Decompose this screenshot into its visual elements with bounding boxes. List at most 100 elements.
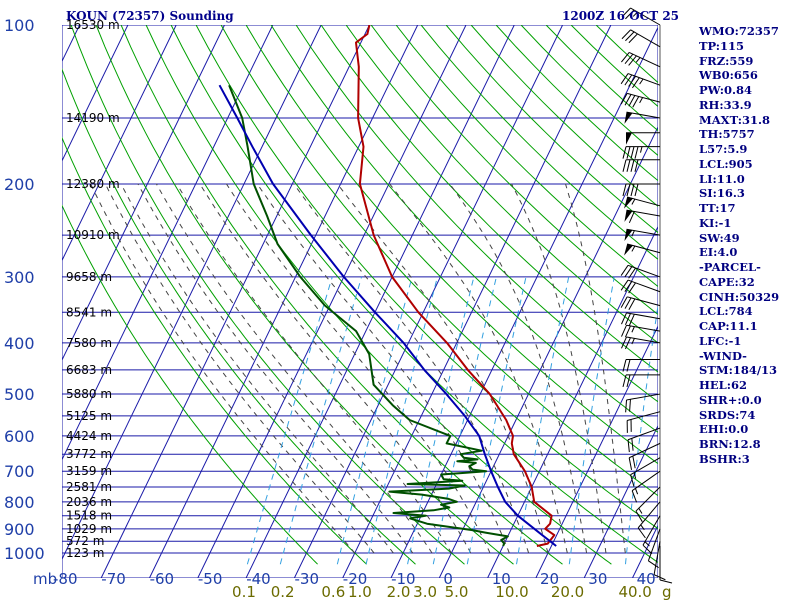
index-item: TH:5757 <box>699 127 755 142</box>
wind-barb-staff <box>627 279 661 293</box>
temperature-tick-label: -20 <box>343 570 368 588</box>
index-item: TT:17 <box>699 201 736 215</box>
wind-barb-full <box>629 399 631 412</box>
pressure-tick-label: 1000 <box>4 544 45 563</box>
wind-barb <box>628 442 661 470</box>
isotherm-line <box>342 25 612 578</box>
wind-barb <box>626 411 661 433</box>
wind-barb-full <box>625 31 635 42</box>
wind-barb-full <box>624 94 632 106</box>
height-label: 4424 m <box>66 429 112 443</box>
pressure-tick-label: 500 <box>4 385 35 404</box>
wind-barb-full <box>620 265 629 276</box>
wind-barb-flag <box>624 196 633 209</box>
temperature-tick-label: -80 <box>53 570 78 588</box>
wind-barb-full <box>631 438 634 451</box>
isotherm-line <box>438 125 658 578</box>
isotherm-line <box>197 25 467 578</box>
height-label: 2581 m <box>66 480 112 494</box>
isotherm-line <box>245 25 515 578</box>
index-item: WB0:656 <box>699 68 758 83</box>
temperature-tick-label: 40 <box>637 570 656 588</box>
wind-barb-staff <box>637 501 661 529</box>
pressure-tick-label: 200 <box>4 175 35 194</box>
height-label: 14190 m <box>66 111 120 125</box>
dry-adiabat-line <box>62 204 318 565</box>
wind-barb <box>637 501 661 539</box>
wind-barb-full <box>620 279 629 291</box>
wind-barb <box>620 264 661 279</box>
wind-barb-flag <box>624 243 633 256</box>
moist-adiabat-line <box>120 183 394 554</box>
wind-barb <box>622 159 660 172</box>
wind-barb <box>625 393 661 413</box>
wind-barb-half <box>640 146 643 153</box>
wind-barb-full <box>624 74 633 86</box>
wind-barb-full <box>620 296 628 308</box>
isotherm-line <box>293 25 564 578</box>
wind-barb <box>621 51 661 68</box>
wind-barb-flag <box>624 210 633 222</box>
wind-barb <box>621 29 661 48</box>
moist-adiabat-line <box>104 183 375 554</box>
index-item: MAXT:31.8 <box>699 112 770 127</box>
wind-barb-full <box>621 325 627 337</box>
dewpoint-line <box>228 84 509 547</box>
pressure-tick-label: 800 <box>4 493 35 512</box>
moist-adiabat-line <box>389 183 568 554</box>
isotherm-line <box>149 25 419 578</box>
dry-adiabat-line <box>220 25 658 497</box>
moist-adiabat-line <box>449 183 588 554</box>
mixing-ratio-label: 0.2 <box>271 583 295 600</box>
wind-barb <box>621 312 661 326</box>
index-item: LFC:-1 <box>699 333 742 348</box>
mixing-ratio-line <box>336 276 413 565</box>
wind-barb-half <box>632 11 638 17</box>
temperature-tick-label: -30 <box>295 570 320 588</box>
dry-adiabat-line <box>195 25 658 530</box>
wind-barb <box>626 132 660 145</box>
pressure-tick-label: 100 <box>4 16 35 35</box>
index-item: -WIND- <box>699 348 747 363</box>
wind-barb-full <box>620 93 628 105</box>
wind-barb-full <box>631 490 638 503</box>
wind-barb <box>659 546 673 584</box>
wind-barb-staff <box>630 457 661 476</box>
mixing-ratio-lines <box>246 276 658 565</box>
wind-barb <box>635 486 661 522</box>
temperature-tick-label: -70 <box>101 570 126 588</box>
wind-barb <box>624 196 661 209</box>
wind-barb-staff <box>627 264 661 278</box>
height-label: 123 m <box>66 546 104 560</box>
wind-barb-staff <box>647 528 661 561</box>
wind-barb-full <box>621 336 627 349</box>
index-item: FRZ:559 <box>699 53 754 68</box>
wind-barb-full <box>635 510 643 522</box>
isotherm-line <box>62 25 322 561</box>
wind-barb-staff <box>630 29 661 48</box>
indices-panel: WMO:72357 TP:115 FRZ:559 WB0:656 PW:0.84 RH:3… <box>699 24 799 467</box>
wind-barb <box>631 470 661 503</box>
index-item: PW:0.84 <box>699 83 753 97</box>
moist-adiabat-line <box>90 183 356 554</box>
wind-barb-staff <box>628 442 661 459</box>
wind-barb-full <box>628 33 638 44</box>
wind-barb-full <box>624 325 631 338</box>
height-label: 5880 m <box>66 387 112 401</box>
moist-adiabat-line <box>199 183 472 554</box>
height-label: 3772 m <box>66 447 112 461</box>
wind-barb <box>622 358 660 372</box>
wind-barb-staff <box>630 7 661 26</box>
height-label: 10910 m <box>66 228 120 242</box>
wind-barb-full <box>626 159 631 172</box>
wind-barb <box>622 183 660 197</box>
wind-barb-full <box>631 77 640 89</box>
wind-barb-staff <box>627 92 661 103</box>
index-item: CAPE:32 <box>699 274 755 289</box>
wind-barb-staff <box>627 427 661 441</box>
index-item: LI:11.0 <box>699 171 745 186</box>
dry-adiabat-line <box>95 25 514 565</box>
temperature-tick-label: -10 <box>391 570 416 588</box>
wind-barb-full <box>626 146 631 159</box>
